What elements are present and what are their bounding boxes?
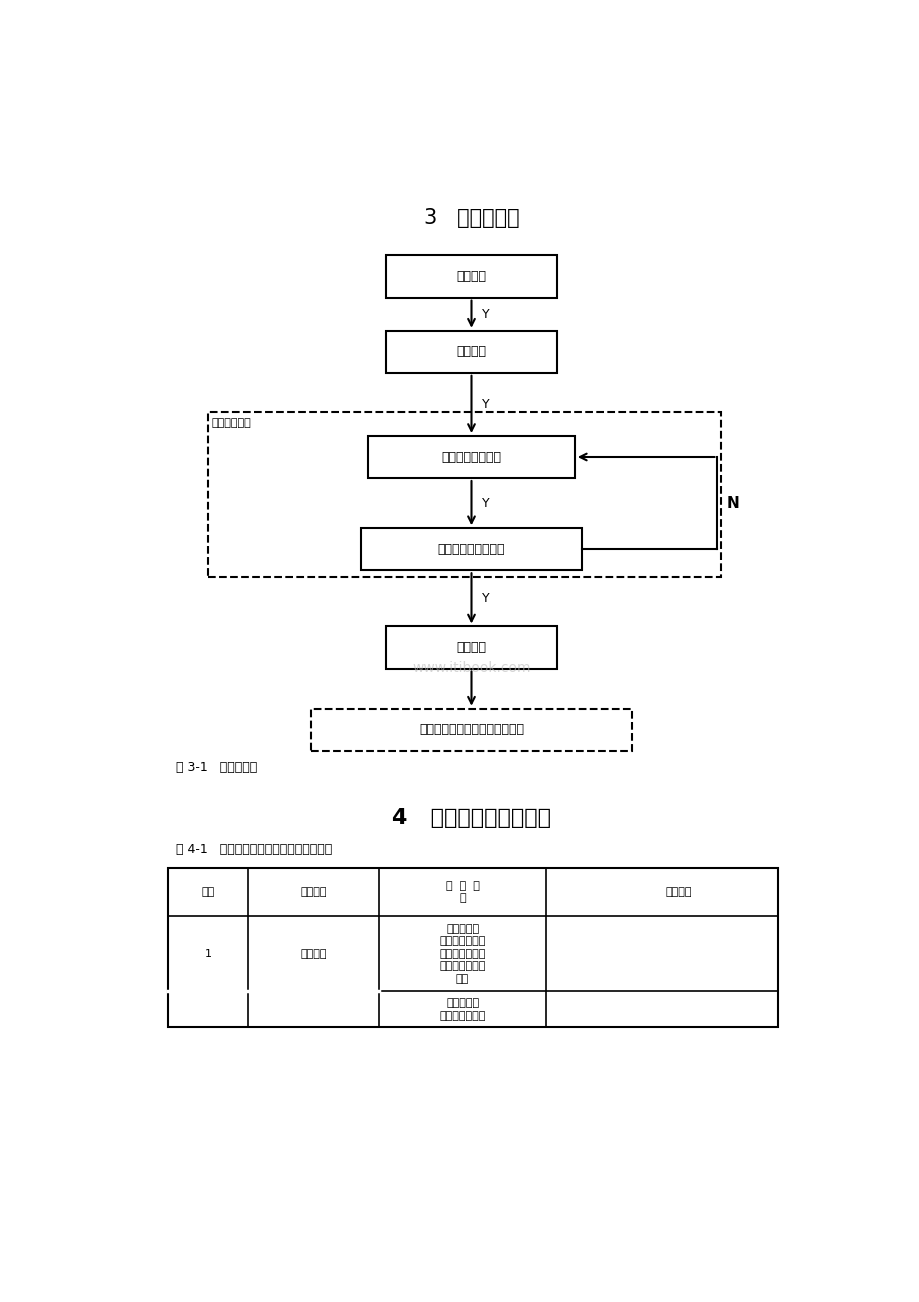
Text: 柜体搬运时
，人员要戴防护: 柜体搬运时 ，人员要戴防护 xyxy=(439,999,485,1021)
Text: Y: Y xyxy=(482,398,489,411)
Text: 质量检验: 质量检验 xyxy=(456,641,486,654)
Bar xyxy=(168,868,777,1027)
Text: Y: Y xyxy=(482,592,489,605)
Text: 主要作业内容: 主要作业内容 xyxy=(211,418,252,428)
Bar xyxy=(208,411,720,577)
Bar xyxy=(386,331,557,372)
Text: 施工准备: 施工准备 xyxy=(456,345,486,358)
Text: 安全风险: 安全风险 xyxy=(300,887,326,897)
Text: 模拟接线、开关调试: 模拟接线、开关调试 xyxy=(437,543,505,556)
Bar xyxy=(368,436,574,478)
Bar xyxy=(386,626,557,668)
Bar xyxy=(386,255,557,298)
Text: Y: Y xyxy=(482,496,489,509)
Text: 现场必须做
好安全围蔽措施
，施工人员必须
穿工作服、戴安
全帽: 现场必须做 好安全围蔽措施 ，施工人员必须 穿工作服、戴安 全帽 xyxy=(439,924,485,983)
Text: Y: Y xyxy=(482,307,489,320)
Text: 4   安全风险辨析与预控: 4 安全风险辨析与预控 xyxy=(391,809,550,828)
Text: 施工条件: 施工条件 xyxy=(456,270,486,283)
Text: 检查结果: 检查结果 xyxy=(665,887,691,897)
Bar xyxy=(360,529,582,570)
Bar xyxy=(311,708,631,751)
Text: N: N xyxy=(726,496,739,510)
Text: 预  控  措
施: 预 控 措 施 xyxy=(445,881,479,904)
Text: www.itibook.com: www.itibook.com xyxy=(412,660,530,674)
Text: 序号: 序号 xyxy=(201,887,214,897)
Text: 物体打击: 物体打击 xyxy=(300,949,326,958)
Text: 表 4-1   工作前安全风险辨析及预控措施表: 表 4-1 工作前安全风险辨析及预控措施表 xyxy=(176,844,332,857)
Text: 转下一工序：继电保护电气调试: 转下一工序：继电保护电气调试 xyxy=(418,723,524,736)
Text: 图 3-1   作业流程图: 图 3-1 作业流程图 xyxy=(176,762,256,775)
Text: 1: 1 xyxy=(204,949,211,958)
Text: 开关柜搬位、安装: 开关柜搬位、安装 xyxy=(441,450,501,464)
Text: 3   作业流程图: 3 作业流程图 xyxy=(424,208,518,228)
